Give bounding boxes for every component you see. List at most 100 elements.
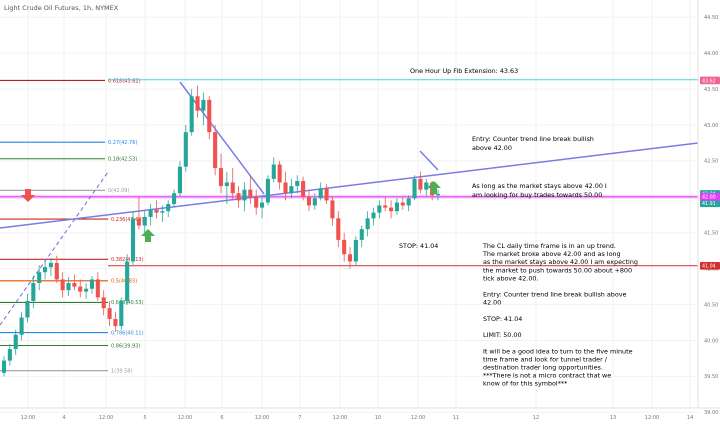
commentary-line: ***There is not a micro contract that we xyxy=(483,372,611,380)
horizontal-lines xyxy=(0,79,698,267)
y-tick-label: 41.50 xyxy=(704,231,718,237)
fib-level-label: 0.786(40.11) xyxy=(111,330,144,336)
fib-level-label: 0.18(42.53) xyxy=(108,157,137,163)
candle-body xyxy=(347,254,353,262)
candle-body xyxy=(406,198,411,206)
candle-body xyxy=(172,193,177,204)
arrows xyxy=(21,181,441,242)
x-tick-label: 12:00 xyxy=(645,415,659,421)
candle-body xyxy=(213,132,218,169)
y-tick-label: 43.50 xyxy=(704,87,718,93)
candle-body xyxy=(254,196,259,208)
fib-level-label: 0.86(39.93) xyxy=(111,343,140,349)
candle-body xyxy=(166,204,171,212)
y-tick-label: 39.00 xyxy=(704,410,718,416)
candle-body xyxy=(277,164,282,183)
y-tick-label: 39.50 xyxy=(704,374,718,380)
rising-trendline xyxy=(0,142,699,229)
commentary-line: The CL daily time frame is in an up tren… xyxy=(482,242,616,250)
candle-body xyxy=(136,218,141,226)
price-tag xyxy=(700,193,720,201)
commentary-line: time frame and look for tunnel trader / xyxy=(483,355,608,363)
commentary-line: the market to push towards 50.00 about +… xyxy=(483,266,632,274)
candle-body xyxy=(101,297,106,309)
x-tick-label: 13 xyxy=(610,415,616,421)
candle-body xyxy=(89,279,95,289)
fib-level-label: 0.27(42.76) xyxy=(108,140,137,146)
x-tick-label: 7 xyxy=(298,415,301,421)
candle-body xyxy=(160,211,165,213)
candle-body xyxy=(242,189,247,201)
candle-body xyxy=(312,198,317,206)
candle-body xyxy=(43,267,48,273)
commentary-line: as the market stays above 42.00 I am exp… xyxy=(483,258,638,266)
short-trendline xyxy=(419,150,439,171)
commentary-line: 42.00 xyxy=(483,299,501,307)
candle-body xyxy=(295,181,300,187)
x-tick-label: 5 xyxy=(143,415,146,421)
candle-body xyxy=(306,196,312,206)
candle-body xyxy=(400,202,405,206)
y-tick-label: 44.00 xyxy=(704,51,718,57)
candle-body xyxy=(154,209,159,213)
candle-body xyxy=(78,286,83,292)
commentary-line: STOP: 41.04 xyxy=(483,315,522,323)
candle-body xyxy=(383,205,388,208)
candle-body xyxy=(60,279,65,291)
candle-body xyxy=(107,308,112,319)
stay-above-note-line: am looking for buy trades towards 50.00 xyxy=(472,191,602,199)
candle-body xyxy=(218,168,224,187)
fib-level-label: 0.5(40.83) xyxy=(111,279,137,285)
candle-body xyxy=(195,96,200,111)
candle-body xyxy=(25,300,30,318)
x-tick-label: 10 xyxy=(375,415,381,421)
candle-body xyxy=(418,178,423,190)
x-tick-label: 12:00 xyxy=(333,415,347,421)
candle-body xyxy=(394,202,399,212)
time-axis[interactable]: 12:00 4 12:00 5 12:00 6 12:00 7 12:00 10 12:00 11 12… xyxy=(0,407,720,421)
arrow-up-icon xyxy=(427,181,441,194)
stay-above-note-line: As long as the market stays above 42.00 … xyxy=(472,182,607,190)
candle-body xyxy=(435,193,441,196)
x-tick-label: 12:00 xyxy=(99,415,113,421)
candle-body xyxy=(330,200,335,219)
x-tick-label: 14 xyxy=(687,415,693,421)
fib-level-label: 0.236(41.69) xyxy=(111,217,144,223)
fib-extension-note: One Hour Up Fib Extension: 43.63 xyxy=(410,67,518,75)
fib-level-label: 0(42.09) xyxy=(108,188,129,194)
candle-body xyxy=(177,166,182,194)
candle-body xyxy=(31,283,36,301)
candle-body xyxy=(412,178,417,199)
price-tag-label: 41.91 xyxy=(702,201,716,207)
candle-body xyxy=(66,283,71,291)
price-tag xyxy=(700,261,720,270)
candle-body xyxy=(142,216,147,226)
candle-body xyxy=(7,349,12,361)
x-tick-label: 12:00 xyxy=(411,415,425,421)
candle-body xyxy=(318,188,323,199)
y-tick-label: 40.00 xyxy=(704,338,718,344)
x-tick-label: 12:00 xyxy=(21,415,35,421)
x-tick-label: 12 xyxy=(533,415,539,421)
entry-note-line: Entry: Counter trend line break bullish xyxy=(472,135,594,143)
candle-body xyxy=(95,279,100,298)
candle-body xyxy=(72,283,77,287)
commentary-line: LIMIT: 50.00 xyxy=(483,331,522,339)
annotations: One Hour Up Fib Extension: 43.63 Entry: C… xyxy=(399,67,638,388)
price-tag-label: 43.62 xyxy=(702,78,716,84)
candle-body xyxy=(371,212,376,219)
fib-level-label: 1(39.58) xyxy=(111,368,132,374)
candle-body xyxy=(324,188,329,201)
x-tick-label: 11 xyxy=(453,415,459,421)
price-axis[interactable]: 44.5044.0043.5043.0042.5042.0041.5041.00… xyxy=(697,0,720,416)
candle-body xyxy=(224,182,229,187)
candle-body xyxy=(353,239,358,262)
candle-body xyxy=(365,218,370,230)
stop-note: STOP: 41.04 xyxy=(399,242,438,250)
x-tick-label: 4 xyxy=(62,415,65,421)
fib-diagonal-line xyxy=(0,171,109,326)
candle-body xyxy=(148,209,153,217)
candle-body xyxy=(183,132,188,167)
